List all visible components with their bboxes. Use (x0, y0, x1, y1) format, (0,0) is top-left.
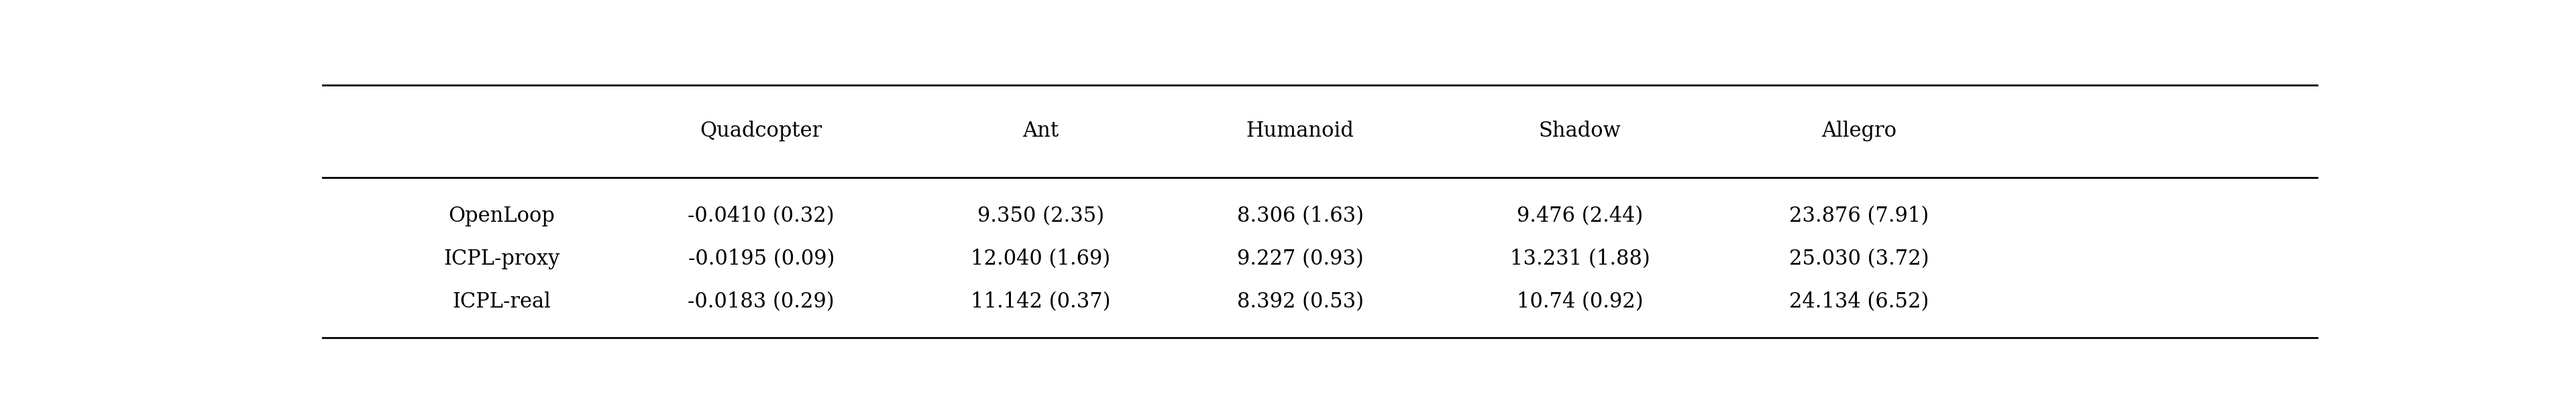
Text: 10.74 (0.92): 10.74 (0.92) (1517, 292, 1643, 312)
Text: Humanoid: Humanoid (1247, 121, 1355, 142)
Text: 9.476 (2.44): 9.476 (2.44) (1517, 206, 1643, 226)
Text: 25.030 (3.72): 25.030 (3.72) (1790, 248, 1929, 269)
Text: -0.0195 (0.09): -0.0195 (0.09) (688, 248, 835, 269)
Text: 12.040 (1.69): 12.040 (1.69) (971, 248, 1110, 269)
Text: 9.227 (0.93): 9.227 (0.93) (1236, 248, 1363, 269)
Text: 23.876 (7.91): 23.876 (7.91) (1790, 206, 1929, 226)
Text: ICPL-real: ICPL-real (453, 292, 551, 312)
Text: ICPL-proxy: ICPL-proxy (443, 248, 559, 269)
Text: 8.306 (1.63): 8.306 (1.63) (1236, 206, 1363, 226)
Text: 9.350 (2.35): 9.350 (2.35) (976, 206, 1105, 226)
Text: 8.392 (0.53): 8.392 (0.53) (1236, 292, 1363, 312)
Text: 24.134 (6.52): 24.134 (6.52) (1790, 292, 1929, 312)
Text: 11.142 (0.37): 11.142 (0.37) (971, 292, 1110, 312)
Text: Shadow: Shadow (1538, 121, 1620, 142)
Text: Quadcopter: Quadcopter (701, 121, 822, 142)
Text: OpenLoop: OpenLoop (448, 206, 554, 226)
Text: -0.0183 (0.29): -0.0183 (0.29) (688, 292, 835, 312)
Text: 13.231 (1.88): 13.231 (1.88) (1510, 248, 1649, 269)
Text: Ant: Ant (1023, 121, 1059, 142)
Text: -0.0410 (0.32): -0.0410 (0.32) (688, 206, 835, 226)
Text: Allegro: Allegro (1821, 121, 1896, 142)
